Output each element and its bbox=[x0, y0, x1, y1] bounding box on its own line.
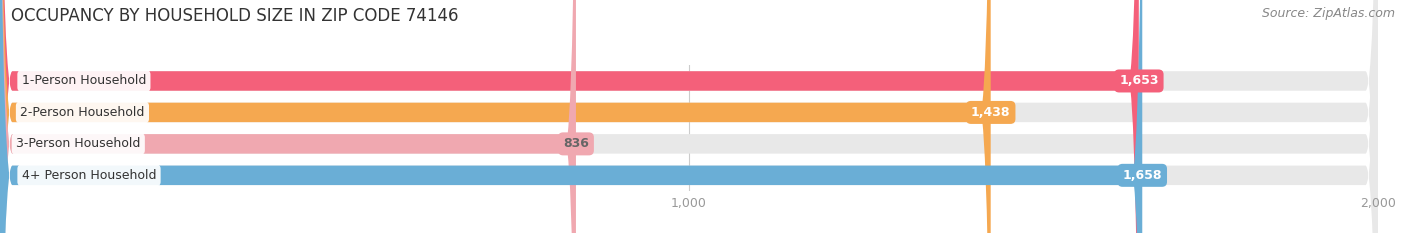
Text: OCCUPANCY BY HOUSEHOLD SIZE IN ZIP CODE 74146: OCCUPANCY BY HOUSEHOLD SIZE IN ZIP CODE … bbox=[11, 7, 458, 25]
Text: 2-Person Household: 2-Person Household bbox=[20, 106, 145, 119]
FancyBboxPatch shape bbox=[0, 0, 1139, 233]
FancyBboxPatch shape bbox=[0, 0, 991, 233]
Text: 836: 836 bbox=[562, 137, 589, 150]
Text: 4+ Person Household: 4+ Person Household bbox=[21, 169, 156, 182]
Text: 3-Person Household: 3-Person Household bbox=[15, 137, 141, 150]
FancyBboxPatch shape bbox=[0, 0, 1142, 233]
Text: 1,438: 1,438 bbox=[972, 106, 1011, 119]
Text: 1,658: 1,658 bbox=[1122, 169, 1161, 182]
Text: 1-Person Household: 1-Person Household bbox=[21, 75, 146, 87]
Text: 1,653: 1,653 bbox=[1119, 75, 1159, 87]
Text: Source: ZipAtlas.com: Source: ZipAtlas.com bbox=[1261, 7, 1395, 20]
FancyBboxPatch shape bbox=[0, 0, 576, 233]
